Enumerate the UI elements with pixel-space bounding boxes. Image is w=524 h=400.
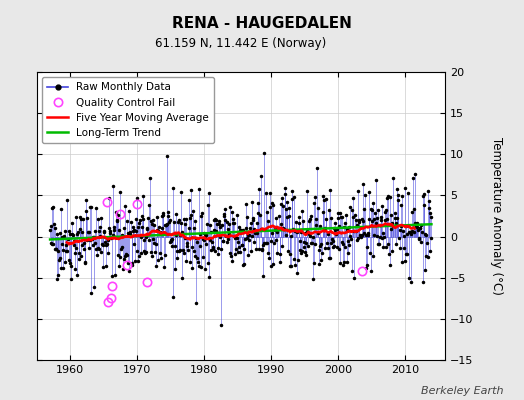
Text: Berkeley Earth: Berkeley Earth xyxy=(421,386,503,396)
Title: 61.159 N, 11.442 E (Norway): 61.159 N, 11.442 E (Norway) xyxy=(156,37,326,50)
Y-axis label: Temperature Anomaly (°C): Temperature Anomaly (°C) xyxy=(490,137,504,295)
Text: RENA - HAUGEDALEN: RENA - HAUGEDALEN xyxy=(172,16,352,31)
Legend: Raw Monthly Data, Quality Control Fail, Five Year Moving Average, Long-Term Tren: Raw Monthly Data, Quality Control Fail, … xyxy=(42,77,214,143)
